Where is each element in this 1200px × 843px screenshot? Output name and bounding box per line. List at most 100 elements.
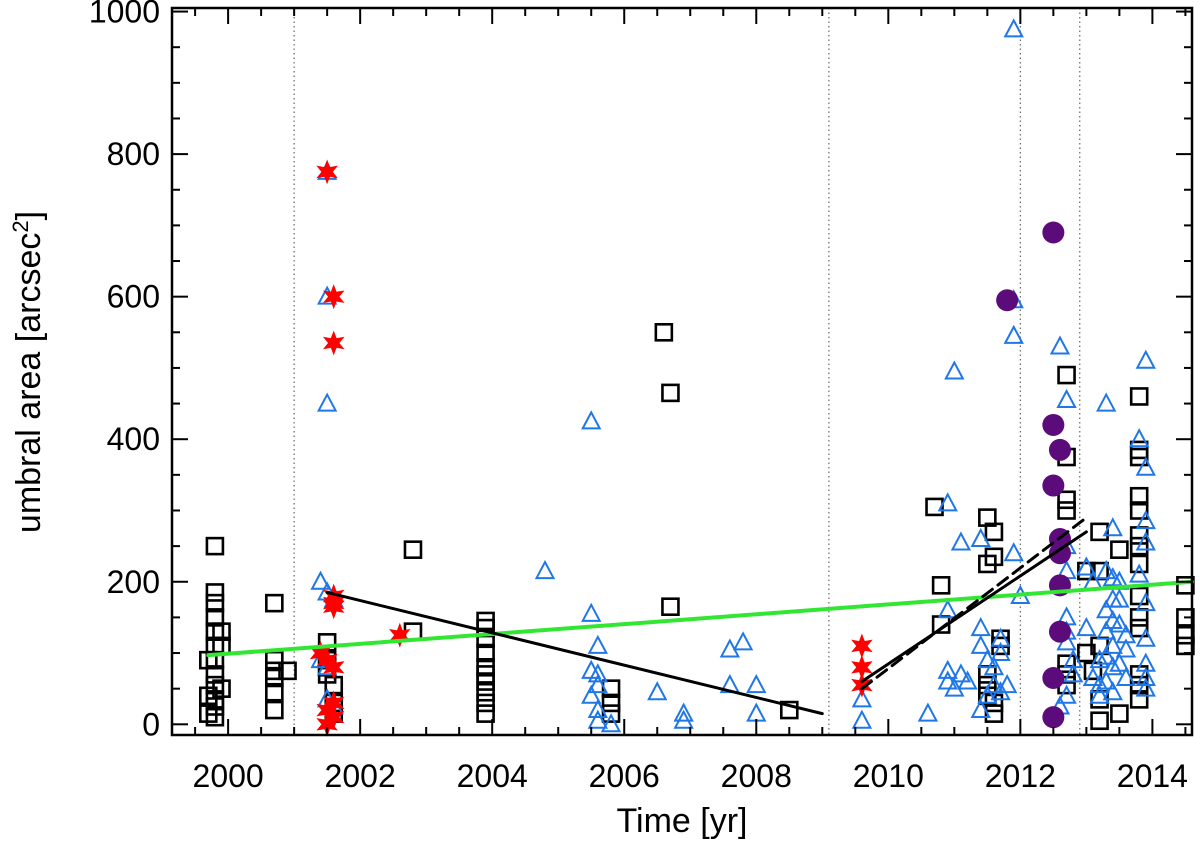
circle-marker (1048, 542, 1071, 565)
star-marker (388, 622, 411, 648)
square-marker (601, 704, 621, 723)
triangle-marker (1076, 556, 1097, 576)
square-marker (779, 700, 799, 720)
triangle-marker (1003, 324, 1024, 344)
square-marker (1110, 540, 1129, 559)
triangle-marker (937, 492, 958, 512)
triangle-marker (1102, 634, 1123, 654)
square-marker (205, 593, 225, 613)
triangle-marker (970, 616, 991, 637)
green-fit-line (206, 579, 1194, 658)
triangle-marker (970, 698, 991, 719)
triangle-marker (587, 709, 608, 729)
triangle-marker (673, 702, 694, 722)
triangle-marker (1135, 456, 1156, 476)
square-marker (1057, 365, 1076, 385)
triangle-marker (647, 681, 668, 701)
triangle-marker (746, 702, 767, 722)
triangle-marker (1056, 388, 1077, 409)
square-marker (1057, 654, 1076, 674)
triangle-marker (957, 670, 978, 690)
triangle-marker (1082, 666, 1104, 686)
x-tick-label: 2006 (589, 758, 660, 794)
square-marker (205, 707, 225, 727)
square-marker (476, 672, 495, 691)
star-marker (322, 654, 345, 680)
square-marker (476, 643, 495, 663)
square-marker (925, 497, 944, 517)
triangle-marker (917, 702, 939, 722)
triangle-marker (587, 698, 608, 719)
triangle-marker (950, 663, 972, 683)
solid-fit-line (860, 530, 1088, 684)
star-marker (322, 594, 345, 620)
triangle-marker (983, 673, 1005, 694)
square-marker (1129, 554, 1149, 574)
triangle-marker (1003, 542, 1024, 562)
square-marker (1057, 501, 1076, 520)
square-marker (476, 704, 495, 723)
square-marker (984, 704, 1004, 723)
y-tick-label: 0 (142, 706, 160, 742)
triangle-marker (587, 663, 608, 683)
triangle-marker (1003, 18, 1024, 38)
y-tick-label: 600 (107, 279, 160, 315)
x-tick-label: 2000 (193, 758, 264, 794)
square-marker (205, 608, 225, 627)
square-marker (984, 522, 1004, 542)
triangle-marker (1135, 531, 1156, 551)
square-marker (654, 322, 674, 342)
x-tick-label: 2010 (853, 758, 924, 794)
circle-marker (1048, 620, 1071, 643)
square-marker (1129, 618, 1149, 638)
triangle-marker (587, 673, 608, 694)
triangle-marker (970, 527, 991, 547)
triangle-marker (316, 392, 338, 412)
star-marker (851, 633, 873, 659)
triangle-marker (1076, 616, 1097, 637)
square-marker (1057, 490, 1076, 510)
square-marker (199, 704, 218, 723)
y-tick-labels: 0 200 400 600 800 1000 (89, 0, 160, 742)
x-tick-label: 2014 (1117, 758, 1188, 794)
y-axis-title: umbral area [arcsec2] (8, 211, 48, 533)
square-marker (265, 700, 284, 720)
triangle-marker (990, 641, 1011, 662)
x-tick-label: 2008 (721, 758, 792, 794)
triangle-marker (1129, 563, 1150, 583)
square-marker (1129, 501, 1149, 520)
triangle-marker (1135, 677, 1156, 697)
square-marker (1110, 704, 1129, 723)
square-marker (212, 679, 231, 698)
square-marker (1176, 625, 1195, 645)
square-marker (278, 661, 297, 681)
square-marker (403, 540, 423, 559)
square-marker (978, 508, 997, 527)
triangle-marker (1135, 666, 1156, 686)
square-marker (199, 650, 218, 670)
star-marker (322, 330, 345, 356)
y-tick-label: 800 (107, 136, 160, 172)
dashed-fit-line (860, 516, 1088, 691)
triangle-marker (1089, 684, 1110, 704)
circle-marker (1042, 474, 1065, 497)
triangle-marker (1115, 666, 1137, 686)
triangle-marker (950, 531, 972, 551)
triangle-marker (1115, 638, 1137, 658)
triangle-marker (1135, 592, 1156, 612)
triangle-marker (1096, 599, 1117, 619)
square-marker (601, 693, 621, 713)
square-marker (931, 576, 951, 595)
square-marker (1129, 387, 1149, 406)
triangle-marker (1049, 335, 1071, 355)
square-marker (1176, 608, 1195, 627)
triangle-marker (581, 602, 602, 622)
y-tick-label: 200 (107, 564, 160, 600)
triangle-marker (1135, 349, 1156, 369)
circle-marker (1042, 666, 1065, 689)
star-marker (316, 159, 338, 185)
square-marker (205, 665, 225, 684)
y-tick-label: 1000 (89, 0, 160, 30)
star-marker (851, 672, 873, 698)
